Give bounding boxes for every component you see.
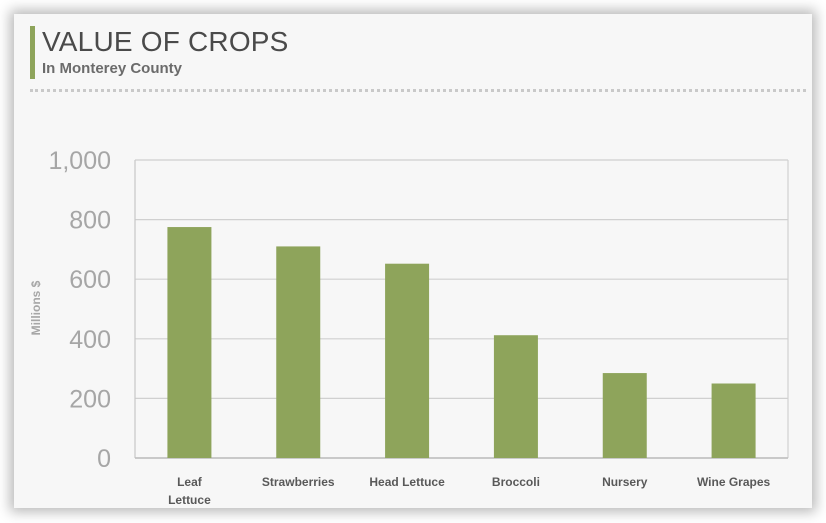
x-tick-label: Leaf Lettuce (168, 475, 211, 507)
x-tick-label: Broccoli (492, 475, 540, 489)
bar (167, 227, 212, 458)
x-tick-label: Nursery (602, 475, 648, 489)
gridlines (134, 159, 789, 459)
x-tick-label-line: Lettuce (168, 493, 211, 507)
x-tick-label-line: Broccoli (492, 475, 540, 489)
y-axis-ticks: 0 200 400 600 800 1,000 (48, 147, 111, 473)
x-tick-label-line: Wine Grapes (697, 475, 771, 489)
bar (602, 373, 647, 458)
x-tick-label-line: Nursery (602, 475, 648, 489)
bar (276, 246, 321, 458)
x-axis-labels: Leaf Lettuce Strawberries Head Lettuce Brocc… (168, 475, 770, 507)
chart-subtitle: In Monterey County (42, 60, 183, 77)
x-tick-label-line: Strawberries (262, 475, 335, 489)
x-tick-label: Strawberries (262, 475, 335, 489)
bar (711, 383, 756, 458)
y-axis-label: Millions $ (29, 280, 43, 335)
x-tick-label: Wine Grapes (697, 475, 771, 489)
x-tick-label: Head Lettuce (369, 475, 445, 489)
y-tick-label: 400 (69, 326, 111, 354)
title-accent-bar (30, 26, 35, 79)
chart-title: VALUE OF CROPS (42, 26, 289, 57)
y-tick-label: 1,000 (48, 147, 111, 175)
y-tick-label: 200 (69, 385, 111, 413)
bars (167, 227, 756, 458)
y-tick-label: 600 (69, 266, 111, 294)
bar (385, 263, 430, 458)
y-tick-label: 800 (69, 207, 111, 235)
title-divider (30, 89, 806, 92)
x-tick-label-line: Leaf (177, 475, 203, 489)
bar (493, 335, 538, 458)
y-tick-label: 0 (97, 445, 111, 473)
x-tick-label-line: Head Lettuce (369, 475, 445, 489)
